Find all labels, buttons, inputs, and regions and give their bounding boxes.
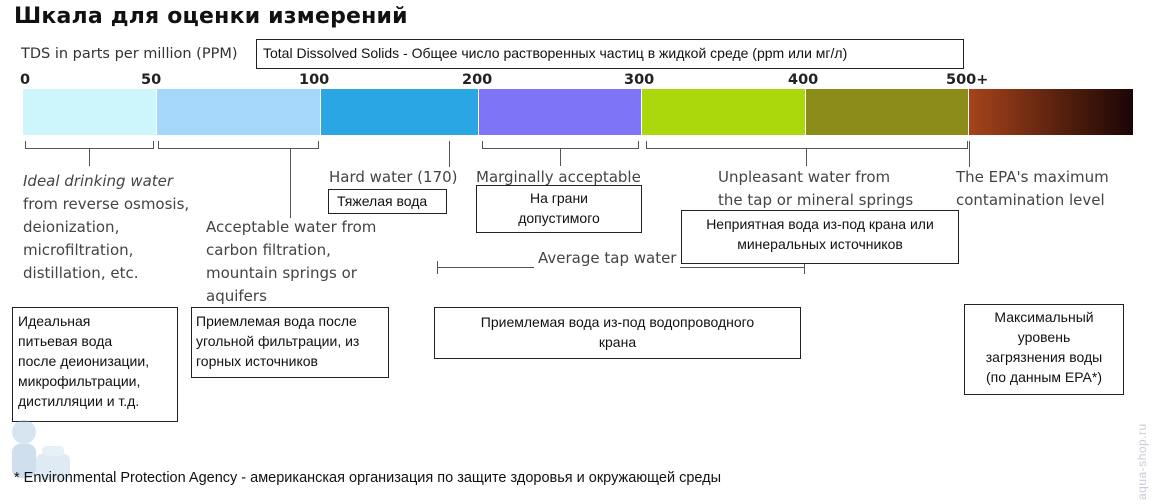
- epa-ru-line-2: уровень: [1017, 329, 1071, 345]
- marginal-en-label: Marginally acceptable: [476, 168, 641, 186]
- tds-axis-label: TDS in parts per million (PPM): [21, 46, 238, 62]
- tap-water-ru-line-1: Приемлемая вода из-под водопроводного: [480, 314, 755, 330]
- acceptable-ru-box: Приемлемая вода после угольной фильтраци…: [191, 307, 389, 378]
- scale-segment-300-400: [642, 89, 805, 135]
- marginal-ru-box: На грани допустимого: [476, 185, 642, 233]
- acceptable-en-line-2: carbon filtration,: [206, 241, 331, 259]
- tick-0: 0: [20, 72, 31, 88]
- ideal-en-line-1: Ideal drinking water: [23, 172, 174, 190]
- unpleasant-ru-line-2: минеральных источников: [737, 236, 903, 252]
- epa-en-label: The EPA's maximum contamination level: [956, 166, 1109, 212]
- scale-segment-100-200: [321, 89, 478, 135]
- bracket-acceptable-tick: [290, 148, 291, 218]
- tick-400: 400: [788, 72, 819, 88]
- scale-segment-400-500: [806, 89, 968, 135]
- scale-segment-200-300: [479, 89, 641, 135]
- tick-200: 200: [462, 72, 493, 88]
- marginal-ru-line-2: допустимого: [518, 210, 600, 226]
- marginal-ru-line-1: На грани: [529, 190, 589, 206]
- footnote: * Environmental Protection Agency - амер…: [14, 470, 722, 486]
- ideal-ru-box: Идеальная питьевая вода после деионизаци…: [12, 307, 178, 422]
- tds-definition-text: Total Dissolved Solids - Общее число рас…: [263, 45, 848, 61]
- tap-water-ru-line-2: крана: [598, 334, 637, 350]
- epa-marker: [969, 141, 970, 167]
- unpleasant-ru-line-1: Неприятная вода из-под крана или: [706, 216, 934, 232]
- tick-100: 100: [299, 72, 330, 88]
- ideal-en-line-5: distillation, etc.: [23, 264, 139, 282]
- acceptable-en-line-1: Acceptable water from: [206, 218, 377, 236]
- acceptable-ru-line-3: горных источников: [196, 353, 318, 369]
- ideal-en-line-3: deionization,: [23, 218, 120, 236]
- epa-en-line-1: The EPA's maximum: [956, 168, 1109, 186]
- scale-segment-0-50: [23, 89, 156, 135]
- acceptable-en-line-3: mountain springs or: [206, 264, 357, 282]
- watermark-text: aqua-shop.ru: [1135, 423, 1149, 500]
- tick-50: 50: [141, 72, 162, 88]
- ideal-en-label: Ideal drinking water from reverse osmosi…: [23, 170, 189, 285]
- ideal-en-line-4: microfiltration,: [23, 241, 134, 259]
- tap-water-range-left-cap: [437, 261, 438, 274]
- mascot-logo-icon: [12, 420, 70, 480]
- bracket-ideal-tick: [89, 148, 90, 166]
- epa-ru-line-4: (по данным EPA*): [986, 369, 1102, 385]
- epa-ru-line-1: Максимальный: [994, 309, 1094, 325]
- epa-ru-line-3: загрязнения воды: [985, 349, 1103, 365]
- tick-300: 300: [624, 72, 655, 88]
- tap-water-range-right-cap: [804, 261, 805, 274]
- acceptable-ru-line-2: угольной фильтрации, из: [196, 333, 360, 349]
- scale-segment-500-plus: [969, 89, 1133, 135]
- ideal-ru-line-3: после деионизации,: [18, 353, 150, 369]
- ideal-ru-line-4: микрофильтрации,: [18, 373, 141, 389]
- ideal-en-line-2: from reverse osmosis,: [23, 195, 190, 213]
- tap-water-en-label: Average tap water: [534, 247, 681, 270]
- epa-en-line-2: contamination level: [956, 191, 1105, 209]
- ideal-ru-line-1: Идеальная: [18, 313, 91, 329]
- acceptable-en-line-4: aquifers: [206, 287, 267, 305]
- ideal-ru-line-2: питьевая вода: [18, 333, 113, 349]
- unpleasant-en-line-2: the tap or mineral springs: [718, 191, 914, 209]
- hard-water-ru-text: Тяжелая вода: [337, 193, 428, 209]
- tap-water-ru-box: Приемлемая вода из-под водопроводного кр…: [434, 307, 801, 359]
- hard-water-ru-box: Тяжелая вода: [328, 189, 447, 214]
- bracket-unpleasant: [646, 141, 968, 149]
- tick-500-plus: 500+: [946, 72, 989, 88]
- hard-water-marker: [449, 141, 450, 167]
- scale-segment-50-100: [157, 89, 320, 135]
- epa-ru-box: Максимальный уровень загрязнения воды (п…: [964, 304, 1124, 395]
- acceptable-ru-line-1: Приемлемая вода после: [196, 313, 357, 329]
- ideal-ru-line-5: дистилляции и т.д.: [18, 393, 140, 409]
- unpleasant-en-line-1: Unpleasant water from: [718, 168, 891, 186]
- tds-definition-box: Total Dissolved Solids - Общее число рас…: [256, 39, 964, 69]
- unpleasant-en-label: Unpleasant water from the tap or mineral…: [718, 166, 913, 212]
- hard-water-en-label: Hard water (170): [329, 168, 458, 186]
- acceptable-en-label: Acceptable water from carbon filtration,…: [206, 216, 376, 308]
- bracket-marginal-tick: [560, 148, 561, 166]
- bracket-acceptable: [158, 141, 319, 149]
- bracket-unpleasant-tick: [806, 148, 807, 166]
- unpleasant-ru-box: Неприятная вода из-под крана или минерал…: [681, 210, 959, 264]
- page-title: Шкала для оценки измерений: [14, 4, 408, 29]
